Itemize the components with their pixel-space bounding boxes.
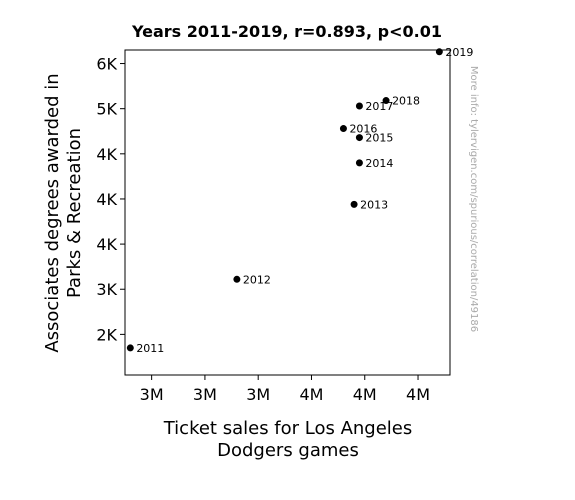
data-point (233, 275, 241, 283)
y-tick-label: 5K (96, 100, 117, 119)
data-point (382, 97, 390, 105)
data-point-label: 2011 (136, 342, 164, 355)
x-tick-label: 4M (406, 385, 430, 404)
data-point (435, 48, 443, 56)
y-tick-label: 4K (96, 235, 117, 254)
chart-title: Years 2011-2019, r=0.893, p<0.01 (131, 22, 442, 41)
x-tick-label: 4M (299, 385, 323, 404)
y-axis: 2K 3K 4K 4K 4K 5K 6K (96, 55, 125, 344)
data-point-label: 2015 (365, 132, 393, 145)
plot-area (124, 49, 451, 376)
data-point (339, 125, 347, 133)
y-tick-label: 6K (96, 55, 117, 74)
data-point (350, 200, 358, 208)
y-axis-label-line-2: Parks & Recreation (64, 128, 85, 298)
data-point (355, 102, 363, 110)
y-tick-label: 4K (96, 190, 117, 209)
watermark-text: More info: tylervigen.com/spurious/corre… (468, 66, 479, 332)
data-point (126, 344, 134, 352)
y-tick-label: 3K (96, 280, 117, 299)
x-axis-label-line-2: Dodgers games (217, 440, 359, 461)
data-point-label: 2014 (365, 157, 393, 170)
data-point-label: 2016 (349, 123, 377, 136)
x-tick-label: 3M (193, 385, 217, 404)
x-axis: 3M 3M 3M 4M 4M 4M (140, 375, 430, 404)
y-tick-label: 2K (96, 325, 117, 344)
data-point-label: 2012 (243, 273, 271, 286)
y-tick-label: 4K (96, 145, 117, 164)
data-point (355, 134, 363, 142)
x-tick-label: 4M (353, 385, 377, 404)
x-axis-label-line-1: Ticket sales for Los Angeles (163, 418, 413, 439)
data-point-label: 2019 (445, 46, 473, 59)
y-axis-label-line-1: Associates degrees awarded in (42, 73, 63, 352)
data-point-label: 2018 (392, 95, 420, 108)
x-tick-label: 3M (140, 385, 164, 404)
x-tick-label: 3M (246, 385, 270, 404)
data-point (355, 159, 363, 167)
data-point-label: 2013 (360, 198, 388, 211)
